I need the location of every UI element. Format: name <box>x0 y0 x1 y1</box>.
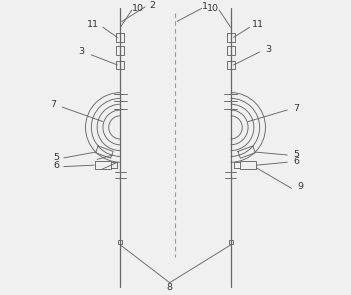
Text: 9: 9 <box>297 182 303 191</box>
Bar <box>95 161 111 170</box>
Text: 6: 6 <box>53 161 60 170</box>
Bar <box>229 240 232 244</box>
Text: 7: 7 <box>51 100 57 109</box>
Bar <box>116 46 124 55</box>
Text: 1: 1 <box>201 2 207 12</box>
Text: 8: 8 <box>167 283 173 291</box>
Text: 3: 3 <box>78 47 84 56</box>
Text: 11: 11 <box>252 20 264 30</box>
Text: 5: 5 <box>53 153 60 162</box>
Text: 10: 10 <box>207 4 219 13</box>
Text: 11: 11 <box>87 20 99 30</box>
Text: 7: 7 <box>293 104 299 113</box>
Text: 2: 2 <box>149 1 155 10</box>
Text: 5: 5 <box>293 150 299 159</box>
Bar <box>116 61 124 69</box>
Bar <box>227 46 235 55</box>
Bar <box>227 33 235 42</box>
Bar <box>116 33 124 42</box>
Text: 3: 3 <box>265 45 271 54</box>
Bar <box>119 240 122 244</box>
Bar <box>240 161 256 170</box>
Text: 10: 10 <box>132 4 144 13</box>
Text: 6: 6 <box>293 157 299 166</box>
Bar <box>227 61 235 69</box>
